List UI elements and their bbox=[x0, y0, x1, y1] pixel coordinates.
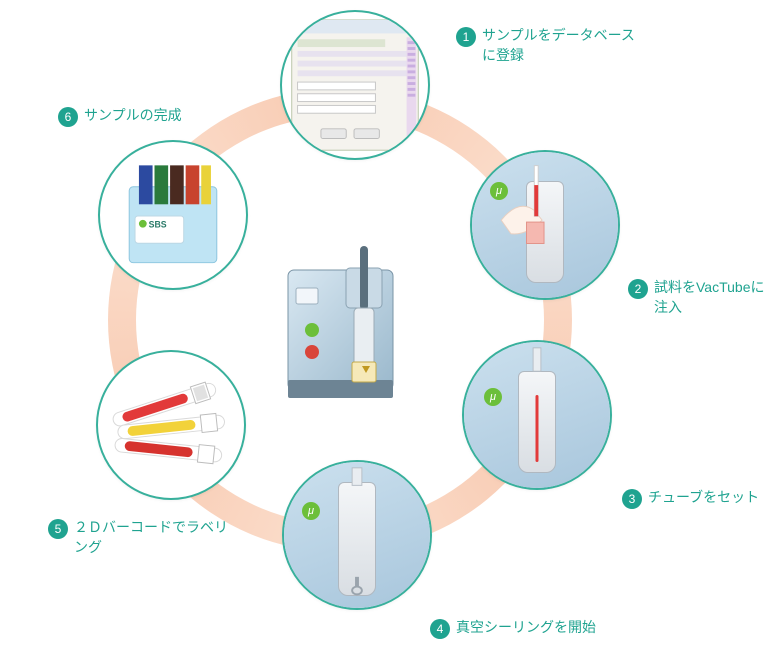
step-2-text: 試料をVacTubeに注入 bbox=[654, 278, 776, 317]
center-device bbox=[268, 230, 413, 410]
settube-icon bbox=[464, 342, 610, 488]
inject-icon bbox=[472, 152, 618, 298]
step-6-badge: 6 bbox=[58, 107, 78, 127]
step-2-circle: μ bbox=[470, 150, 620, 300]
step-5-circle bbox=[96, 350, 246, 500]
step-6-text: サンプルの完成 bbox=[84, 106, 182, 126]
step-4-text: 真空シーリングを開始 bbox=[456, 618, 596, 638]
step-3-circle: μ bbox=[462, 340, 612, 490]
step-4-badge: 4 bbox=[430, 619, 450, 639]
barcode-tubes-icon bbox=[98, 352, 244, 498]
step-3-text: チューブをセット bbox=[648, 488, 759, 508]
sample-box-icon: SBS bbox=[100, 142, 246, 288]
device-icon bbox=[268, 230, 413, 410]
step-5-badge: 5 bbox=[48, 519, 68, 539]
step-6-label: 6 サンプルの完成 bbox=[58, 106, 228, 127]
step-5-text: ２Ｄバーコードでラベリング bbox=[74, 518, 228, 557]
step-1-text: サンプルをデータベースに登録 bbox=[482, 26, 646, 65]
seal-icon bbox=[284, 462, 430, 608]
step-1-badge: 1 bbox=[456, 27, 476, 47]
step-4-label: 4 真空シーリングを開始 bbox=[430, 618, 640, 639]
step-3-badge: 3 bbox=[622, 489, 642, 509]
database-screenshot-icon bbox=[282, 12, 428, 158]
step-4-circle: μ bbox=[282, 460, 432, 610]
step-1-label: 1 サンプルをデータベースに登録 bbox=[456, 26, 646, 65]
step-2-badge: 2 bbox=[628, 279, 648, 299]
step-3-label: 3 チューブをセット bbox=[622, 488, 776, 509]
process-diagram: 1 サンプルをデータベースに登録 μ 2 試料をVacTubeに注入 μ bbox=[0, 0, 776, 656]
step-5-label: 5 ２Ｄバーコードでラベリング bbox=[48, 518, 228, 557]
svg-text:SBS: SBS bbox=[149, 220, 167, 230]
mu-badge-icon: μ bbox=[302, 502, 320, 520]
step-1-circle bbox=[280, 10, 430, 160]
step-6-circle: SBS bbox=[98, 140, 248, 290]
mu-badge-icon: μ bbox=[484, 388, 502, 406]
mu-badge-icon: μ bbox=[490, 182, 508, 200]
step-2-label: 2 試料をVacTubeに注入 bbox=[628, 278, 776, 317]
